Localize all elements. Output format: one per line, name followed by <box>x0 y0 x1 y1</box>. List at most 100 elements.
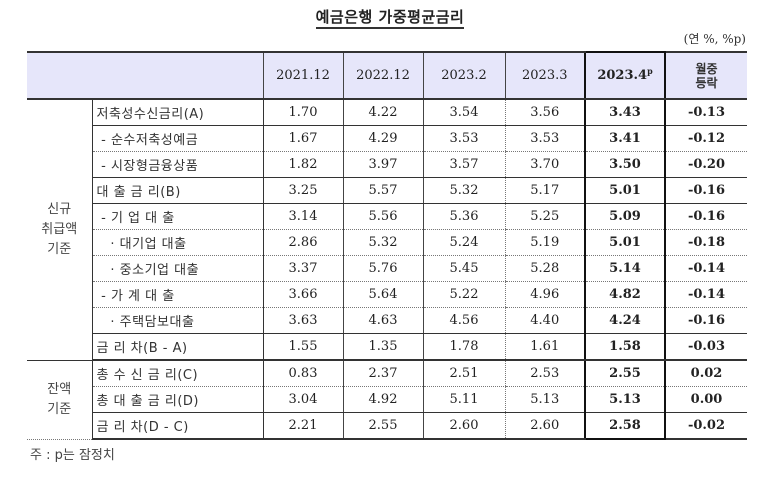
cell: 3.37 <box>262 255 343 282</box>
group-line: 기준 <box>47 241 72 257</box>
cell: 3.57 <box>422 151 505 178</box>
title-text: 예금은행 가중평균금리 <box>315 8 465 29</box>
cell-highlight: 5.13 <box>584 386 666 413</box>
col-header: 2022.12 <box>342 51 423 100</box>
header-corner <box>27 51 263 100</box>
cell: 5.57 <box>342 177 423 204</box>
table-row: - 기 업 대 출 3.14 5.56 5.36 5.25 5.09 -0.16 <box>27 203 747 230</box>
cell-highlight: 3.43 <box>584 99 666 126</box>
table-row: · 대기업 대출 2.86 5.32 5.24 5.19 5.01 -0.18 <box>27 229 747 256</box>
cell: 2.60 <box>504 412 585 440</box>
cell: 5.13 <box>504 386 585 413</box>
cell-change: -0.20 <box>665 151 747 178</box>
cell-change: -0.16 <box>665 307 747 334</box>
row-label: - 가 계 대 출 <box>92 281 264 308</box>
cell-highlight: 3.50 <box>584 151 666 178</box>
change-line1: 월중 <box>695 61 718 76</box>
cell: 3.54 <box>422 99 505 126</box>
row-label: · 중소기업 대출 <box>92 255 264 282</box>
table-title: 예금은행 가중평균금리 <box>0 6 780 29</box>
table-row: · 주택담보대출 3.63 4.63 4.56 4.40 4.24 -0.16 <box>27 307 747 334</box>
table-row: - 순수저축성예금 1.67 4.29 3.53 3.53 3.41 -0.12 <box>27 125 747 152</box>
cell: 5.25 <box>504 203 585 230</box>
cell: 3.56 <box>504 99 585 126</box>
row-label: 대 출 금 리(B) <box>92 177 264 204</box>
cell: 4.92 <box>342 386 423 413</box>
cell: 3.53 <box>504 125 585 152</box>
cell: 2.55 <box>342 412 423 440</box>
cell: 5.11 <box>422 386 505 413</box>
row-label: · 대기업 대출 <box>92 229 264 256</box>
row-label: - 시장형금융상품 <box>92 151 264 178</box>
cell-change: -0.02 <box>665 412 747 440</box>
cell: 1.55 <box>262 333 343 361</box>
row-label: - 순수저축성예금 <box>92 125 264 152</box>
cell-highlight: 3.41 <box>584 125 666 152</box>
table-row: - 가 계 대 출 3.66 5.64 5.22 4.96 4.82 -0.14 <box>27 281 747 308</box>
table-row: - 시장형금융상품 1.82 3.97 3.57 3.70 3.50 -0.20 <box>27 151 747 178</box>
cell: 2.37 <box>342 360 423 387</box>
cell: 1.35 <box>342 333 423 361</box>
cell: 2.21 <box>262 412 343 440</box>
col-header-highlight: 2023.4p <box>584 51 666 100</box>
cell: 4.63 <box>342 307 423 334</box>
table-row: 대 출 금 리(B) 3.25 5.57 5.32 5.17 5.01 -0.1… <box>27 177 747 204</box>
cell: 5.17 <box>504 177 585 204</box>
cell: 3.25 <box>262 177 343 204</box>
table-row: 잔액 기준 총 수 신 금 리(C) 0.83 2.37 2.51 2.53 2… <box>27 360 747 440</box>
cell: 5.56 <box>342 203 423 230</box>
cell: 5.64 <box>342 281 423 308</box>
row-label: - 기 업 대 출 <box>92 203 264 230</box>
cell: 4.96 <box>504 281 585 308</box>
header-row: 2021.12 2022.12 2023.2 2023.3 2023.4p 월중… <box>27 51 747 100</box>
cell-highlight: 5.01 <box>584 229 666 256</box>
cell: 2.51 <box>422 360 505 387</box>
table-row: · 중소기업 대출 3.37 5.76 5.45 5.28 5.14 -0.14 <box>27 255 747 282</box>
cell-change: 0.00 <box>665 386 747 413</box>
cell-highlight: 5.09 <box>584 203 666 230</box>
cell-change: -0.13 <box>665 99 747 126</box>
group-label-new: 신규 취급액 기준 <box>27 99 93 361</box>
cell: 5.45 <box>422 255 505 282</box>
row-label: 총 수 신 금 리(C) <box>92 360 264 387</box>
cell: 1.61 <box>504 333 585 361</box>
row-label: · 주택담보대출 <box>92 307 264 334</box>
cell-highlight: 5.14 <box>584 255 666 282</box>
row-label: 저축성수신금리(A) <box>92 99 264 126</box>
cell: 1.67 <box>262 125 343 152</box>
cell: 4.22 <box>342 99 423 126</box>
cell: 3.63 <box>262 307 343 334</box>
table-row: 총 대 출 금 리(D) 3.04 4.92 5.11 5.13 5.13 0.… <box>27 386 747 413</box>
col-header: 2023.3 <box>504 51 585 100</box>
cell-change: -0.18 <box>665 229 747 256</box>
change-line2: 등락 <box>695 75 718 90</box>
col-header: 2021.12 <box>262 51 343 100</box>
col-header-text: 2023.4 <box>597 68 648 83</box>
cell-change: -0.16 <box>665 203 747 230</box>
cell: 2.53 <box>504 360 585 387</box>
cell: 5.28 <box>504 255 585 282</box>
cell: 1.82 <box>262 151 343 178</box>
table-row: 금 리 차(D - C) 2.21 2.55 2.60 2.60 2.58 -0… <box>27 412 747 440</box>
group-line: 기준 <box>47 401 72 417</box>
group-label-balance: 잔액 기준 <box>27 360 93 440</box>
group-line: 취급액 <box>41 221 78 237</box>
footnote: 주 : p는 잠정치 <box>30 448 115 463</box>
cell: 5.32 <box>342 229 423 256</box>
group-line: 신규 <box>47 201 72 217</box>
cell-change: -0.03 <box>665 333 747 361</box>
cell: 2.60 <box>422 412 505 440</box>
row-label: 총 대 출 금 리(D) <box>92 386 264 413</box>
cell: 0.83 <box>262 360 343 387</box>
row-label: 금 리 차(D - C) <box>92 412 264 440</box>
cell-change: -0.12 <box>665 125 747 152</box>
cell-change: -0.14 <box>665 281 747 308</box>
cell-change: -0.14 <box>665 255 747 282</box>
cell: 1.78 <box>422 333 505 361</box>
cell: 3.14 <box>262 203 343 230</box>
cell-change: 0.02 <box>665 360 747 387</box>
cell: 5.36 <box>422 203 505 230</box>
cell: 5.24 <box>422 229 505 256</box>
provisional-mark: p <box>647 66 653 76</box>
cell-highlight: 5.01 <box>584 177 666 204</box>
